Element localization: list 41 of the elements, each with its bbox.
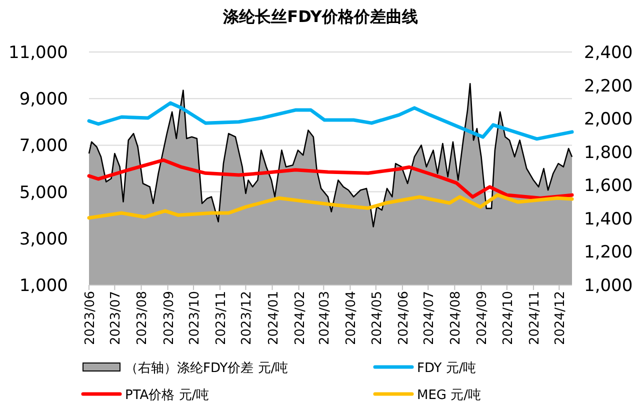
x-tick-label: 2024/09	[475, 291, 490, 346]
y-tick-label: 1,000	[19, 276, 68, 296]
x-tick-label: 2024/05	[370, 291, 385, 346]
x-tick-label: 2023/12	[240, 291, 255, 346]
x-tick-label: 2024/08	[448, 291, 464, 346]
y-tick-label: 11,000	[8, 43, 68, 63]
y2-tick-label: 1,000	[584, 276, 633, 296]
x-tick-label: 2024/04	[344, 291, 360, 346]
line-series	[87, 193, 574, 220]
legend-label: PTA价格 元/吨	[125, 388, 210, 403]
y2-tick-label: 1,600	[584, 176, 633, 196]
x-tick-label: 2023/07	[108, 291, 124, 346]
x-tick-label: 2024/02	[292, 291, 308, 346]
legend-label: MEG 元/吨	[417, 388, 482, 403]
x-tick-label: 2024/12	[553, 291, 568, 346]
line-series	[87, 158, 574, 200]
y-tick-label: 9,000	[19, 90, 68, 110]
y2-tick-label: 2,200	[584, 76, 633, 96]
x-tick-label: 2024/03	[318, 291, 333, 346]
legend-label: （右轴）涤纶FDY价差 元/吨	[125, 361, 288, 376]
x-tick-label: 2023/08	[135, 291, 150, 346]
x-tick-label: 2023/06	[83, 291, 98, 346]
x-tick-label: 2024/06	[396, 291, 412, 346]
x-tick-label: 2023/11	[214, 291, 230, 346]
y2-tick-label: 2,400	[584, 43, 633, 63]
legend-label: FDY 元/吨	[417, 361, 476, 376]
y2-tick-label: 1,200	[584, 242, 633, 263]
y2-tick-label: 1,800	[584, 142, 633, 163]
y-tick-label: 7,000	[19, 136, 68, 156]
y-tick-label: 3,000	[19, 229, 68, 250]
y-tick-label: 5,000	[19, 182, 68, 203]
x-tick-label: 2023/09	[162, 291, 177, 346]
x-tick-label: 2023/10	[187, 291, 202, 346]
x-tick-label: 2024/01	[266, 291, 282, 346]
line-series	[87, 101, 574, 141]
y2-tick-label: 2,000	[584, 110, 633, 130]
x-tick-label: 2024/10	[500, 291, 516, 346]
chart-title: 涤纶长丝FDY价格价差曲线	[222, 7, 418, 26]
x-tick-label: 2024/11	[527, 291, 542, 346]
y2-tick-label: 1,400	[584, 209, 633, 230]
x-tick-label: 2024/07	[422, 291, 438, 346]
